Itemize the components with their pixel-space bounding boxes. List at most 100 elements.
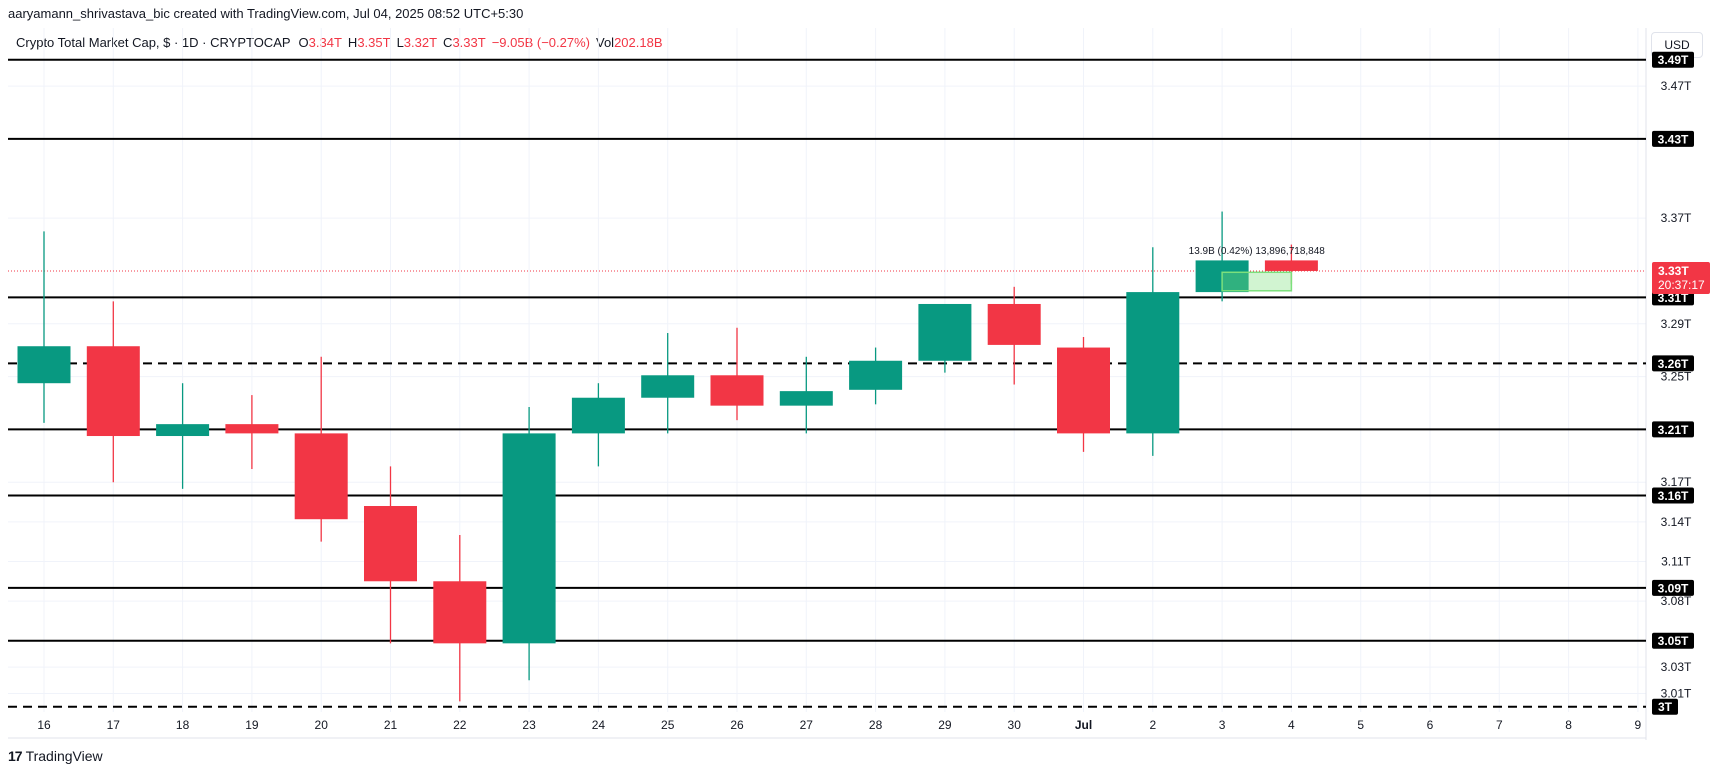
level-price-tag-bg	[1652, 421, 1694, 438]
candles[interactable]	[17, 211, 1318, 702]
candle-body[interactable]	[1264, 260, 1318, 271]
y-tick-label: 3.37T	[1661, 211, 1692, 225]
candle-body[interactable]	[502, 433, 556, 644]
candle-body[interactable]	[364, 506, 417, 582]
candle-body[interactable]	[225, 424, 279, 434]
y-tick-label: 3.11T	[1661, 554, 1691, 568]
candle-body[interactable]	[1057, 347, 1110, 434]
x-tick-label: 21	[384, 718, 398, 732]
candle[interactable]	[918, 303, 972, 373]
low-label: L	[396, 35, 404, 50]
close-label: C	[443, 35, 453, 50]
symbol-legend: Crypto Total Market Cap, $ · 1D · CRYPTO…	[16, 35, 669, 50]
candle-body[interactable]	[641, 375, 695, 398]
x-tick-label: 25	[661, 718, 675, 732]
candle-body[interactable]	[86, 346, 140, 437]
candle-body[interactable]	[433, 581, 487, 644]
projection[interactable]: 13.9B (0.42%) 13,896,718,848	[1189, 246, 1326, 292]
candle[interactable]	[364, 466, 417, 644]
candle[interactable]	[1057, 336, 1110, 452]
x-tick-label: 8	[1565, 718, 1572, 732]
close-value: 3.33T	[452, 35, 486, 50]
y-axis[interactable]: 3.47T 3.37T 3.29T 3.25T 3.17T 3.14T 3.11T 3.08T…	[1661, 79, 1692, 700]
candle-body[interactable]	[849, 360, 903, 390]
x-tick-label: 24	[592, 718, 606, 732]
candle-body[interactable]	[918, 303, 972, 361]
tradingview-logo[interactable]: 17 TradingView	[8, 748, 103, 764]
horizontal-levels[interactable]	[8, 58, 1646, 708]
y-tick-label: 3.17T	[1661, 475, 1692, 489]
candle-body[interactable]	[779, 391, 833, 406]
low-value: 3.32T	[403, 35, 438, 50]
candle[interactable]	[86, 301, 140, 483]
projection-box[interactable]	[1221, 271, 1293, 292]
candle-body[interactable]	[17, 346, 71, 384]
volume-value: 202.18B	[614, 35, 663, 50]
level-price-tag: 3.09T	[1652, 579, 1694, 596]
level-price-tag: 3.05T	[1652, 632, 1694, 649]
level-price-tag-text: 3T	[1658, 700, 1673, 714]
x-tick-label: 23	[522, 718, 536, 732]
candle[interactable]	[710, 327, 764, 421]
level-price-tag-bg	[1652, 487, 1694, 504]
level-price-tag: 3.49T	[1652, 51, 1694, 68]
y-tick-label: 3.03T	[1661, 660, 1692, 674]
x-tick-label: 17	[107, 718, 121, 732]
level-price-tag-bg	[1652, 355, 1694, 372]
level-price-tag-bg	[1652, 579, 1694, 596]
x-tick-label: 29	[938, 718, 952, 732]
level-price-tag: 3T	[1652, 698, 1678, 715]
candle[interactable]	[571, 383, 625, 467]
x-tick-label: 5	[1357, 718, 1364, 732]
candle-body[interactable]	[710, 375, 764, 406]
candle[interactable]	[502, 406, 556, 681]
x-tick-label: 19	[245, 718, 259, 732]
candle[interactable]	[641, 333, 695, 434]
level-price-tag: 3.43T	[1652, 130, 1694, 147]
x-tick-label: 22	[453, 718, 467, 732]
level-price-tag-bg	[1652, 51, 1694, 68]
level-price-tag-text: 3.16T	[1658, 489, 1689, 503]
candle-body[interactable]	[1126, 292, 1180, 434]
candle[interactable]	[779, 356, 833, 434]
y-tick-label: 3.29T	[1661, 317, 1692, 331]
level-price-tag-text: 3.09T	[1658, 581, 1689, 595]
candle-body[interactable]	[156, 424, 210, 437]
level-price-tag-text: 3.43T	[1658, 132, 1689, 146]
candle-body[interactable]	[571, 397, 625, 434]
candle-body[interactable]	[294, 433, 348, 520]
grid	[8, 28, 1647, 740]
candle[interactable]	[1126, 247, 1180, 456]
x-tick-label: 30	[1008, 718, 1022, 732]
symbol-name[interactable]: Crypto Total Market Cap, $ · 1D · CRYPTO…	[16, 35, 291, 50]
candle[interactable]	[156, 383, 210, 489]
x-tick-label: 9	[1635, 718, 1642, 732]
current-price-tag-bg	[1652, 261, 1710, 294]
x-tick-label: Jul	[1075, 718, 1092, 732]
x-tick-label: 3	[1219, 718, 1226, 732]
x-tick-label: 7	[1496, 718, 1503, 732]
x-tick-label: 2	[1149, 718, 1156, 732]
candle[interactable]	[294, 356, 348, 542]
current-price-value: 3.33T	[1658, 264, 1689, 278]
x-axis[interactable]: 16 17 18 19 20 21 22 23 24 25 26 27 28 29 30 Jul 2 3 4 5 6 7 8…	[37, 718, 1641, 732]
x-tick-label: 4	[1288, 718, 1295, 732]
candle[interactable]	[17, 231, 71, 423]
y-tick-label: 3.01T	[1661, 687, 1692, 701]
y-tick-label: 3.25T	[1661, 370, 1692, 384]
bar-countdown: 20:37:17	[1658, 278, 1705, 292]
level-price-tag-bg	[1652, 698, 1678, 715]
x-tick-label: 16	[37, 718, 51, 732]
change-value: −9.05B (−0.27%)	[491, 35, 590, 50]
y-tick-label: 3.47T	[1661, 79, 1692, 93]
y-tick-label: 3.08T	[1661, 594, 1692, 608]
high-label: H	[347, 35, 358, 50]
candle[interactable]	[849, 347, 903, 405]
level-price-tag: 3.21T	[1652, 421, 1694, 438]
candle[interactable]	[433, 535, 487, 702]
candle[interactable]	[987, 286, 1041, 385]
candle[interactable]	[225, 395, 279, 470]
candle-body[interactable]	[987, 303, 1041, 345]
